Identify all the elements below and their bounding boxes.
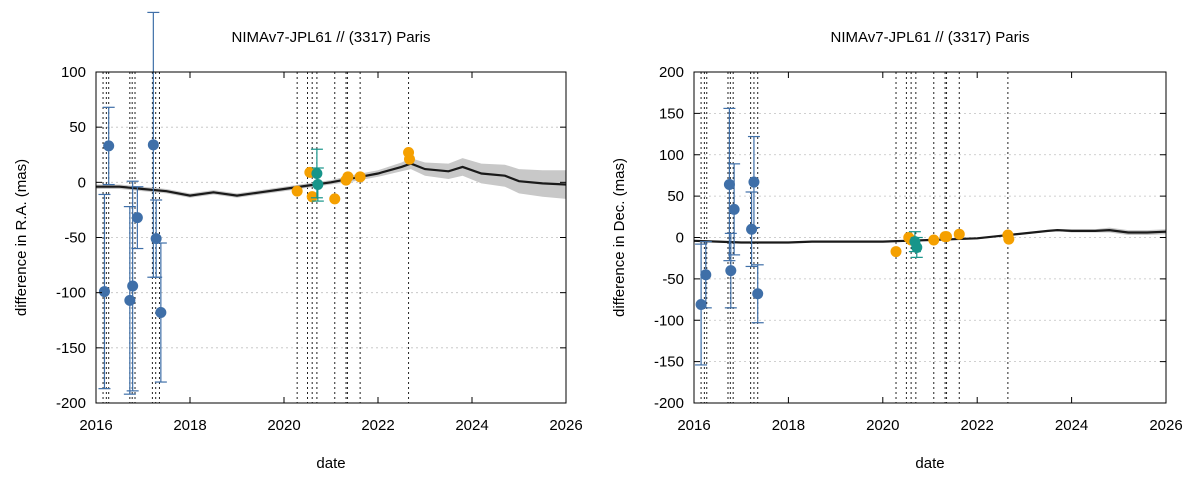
chart-2-y-tick-label: -50	[662, 271, 684, 288]
chart-1-series-2	[291, 147, 415, 205]
chart-1-data-point	[306, 191, 318, 203]
chart-1-data-point	[311, 168, 323, 180]
chart-2-model	[694, 227, 1166, 244]
chart-2-data-point	[941, 231, 953, 243]
chart-2-y-tick-label: 50	[667, 188, 684, 205]
chart-2-x-tick-label: 2022	[961, 417, 994, 434]
chart-1-title: NIMAv7-JPL61 // (3317) Paris	[232, 29, 431, 46]
chart-1-data-point	[342, 171, 354, 183]
chart-2-series-1	[695, 107, 764, 366]
chart-2-series-2	[890, 228, 1015, 258]
chart-1-x-tick-label: 2016	[79, 417, 112, 434]
chart-1-x-tick-label: 2018	[173, 417, 206, 434]
chart-1-y-axis-label: difference in R.A. (mas)	[13, 159, 30, 316]
chart-2-data-point	[1003, 233, 1015, 245]
chart-1-data-point	[403, 153, 415, 165]
chart-1-data-point	[98, 286, 110, 298]
chart-1-data-point	[155, 307, 167, 319]
chart-2-model-line	[694, 228, 1166, 244]
chart-1-data-point	[291, 185, 303, 197]
chart-2-data-point	[723, 179, 735, 191]
chart-2-x-tick-label: 2024	[1055, 417, 1088, 434]
chart-2-y-tick-label: 0	[676, 230, 684, 247]
chart-1-data-point	[147, 139, 159, 151]
chart-1-model-line	[96, 162, 566, 197]
chart-1-series-3	[310, 148, 324, 202]
chart-1-y-tick-label: 50	[69, 119, 86, 136]
chart-2-y-tick-label: -150	[654, 354, 684, 371]
chart-1-model	[96, 158, 566, 199]
chart-2-data-point	[928, 234, 940, 246]
chart-2-y-tick-label: -100	[654, 312, 684, 329]
chart-2-y-axis-label: difference in Dec. (mas)	[611, 158, 628, 317]
chart-1-x-tick-label: 2020	[267, 417, 300, 434]
chart-1-x-tick-label: 2024	[455, 417, 488, 434]
chart-1-y-tick-label: -100	[56, 285, 86, 302]
chart-2-data-point	[890, 246, 902, 258]
chart-1-model-band	[96, 158, 566, 199]
chart-1-y-tick-label: -50	[64, 230, 86, 247]
chart-1-x-tick-label: 2022	[361, 417, 394, 434]
chart-2-data-point	[728, 203, 740, 215]
chart-2-x-tick-label: 2018	[772, 417, 805, 434]
chart-2-data-point	[746, 223, 758, 235]
chart-1-x-tick-label: 2026	[549, 417, 582, 434]
chart-1-x-axis-label: date	[316, 455, 345, 472]
chart-1-data-point	[124, 294, 136, 306]
chart-1-series-1	[98, 11, 167, 395]
chart-2: -200 -150 -100 -50 0 50 100 150 200 2016 2018 2020 2…	[611, 29, 1183, 472]
chart-2-title: NIMAv7-JPL61 // (3317) Paris	[831, 29, 1030, 46]
chart-2-data-point	[911, 241, 923, 253]
chart-1-data-point	[103, 140, 115, 152]
chart-1: -200 -150 -100 -50 0 50 100 2016 2018 2020 2022 202…	[13, 11, 583, 472]
chart-2-y-tick-label: -200	[654, 395, 684, 412]
chart-1-data-point	[131, 212, 143, 224]
chart-1-data-point	[150, 233, 162, 245]
chart-2-data-point	[953, 228, 965, 240]
chart-2-data-point	[700, 269, 712, 281]
chart-1-data-point	[329, 193, 341, 205]
chart-2-x-axis-label: date	[915, 455, 944, 472]
chart-1-y-tick-label: -200	[56, 395, 86, 412]
chart-2-series-3	[908, 231, 923, 258]
chart-2-x-tick-label: 2026	[1149, 417, 1182, 434]
chart-1-data-point	[127, 280, 139, 292]
chart-1-y-tick-label: -150	[56, 340, 86, 357]
chart-1-y-tick-label: 100	[61, 64, 86, 81]
chart-2-data-point	[725, 265, 737, 277]
chart-2-x-tick-label: 2020	[866, 417, 899, 434]
chart-1-data-point	[312, 179, 324, 191]
chart-2-x-tick-label: 2016	[677, 417, 710, 434]
chart-2-y-tick-label: 100	[659, 147, 684, 164]
chart-2-data-point	[748, 176, 760, 188]
chart-1-y-tick-label: 0	[78, 174, 86, 191]
chart-2-y-tick-label: 200	[659, 64, 684, 81]
chart-1-data-point	[354, 171, 366, 183]
chart-2-y-tick-label: 150	[659, 105, 684, 122]
chart-2-data-point	[752, 288, 764, 300]
